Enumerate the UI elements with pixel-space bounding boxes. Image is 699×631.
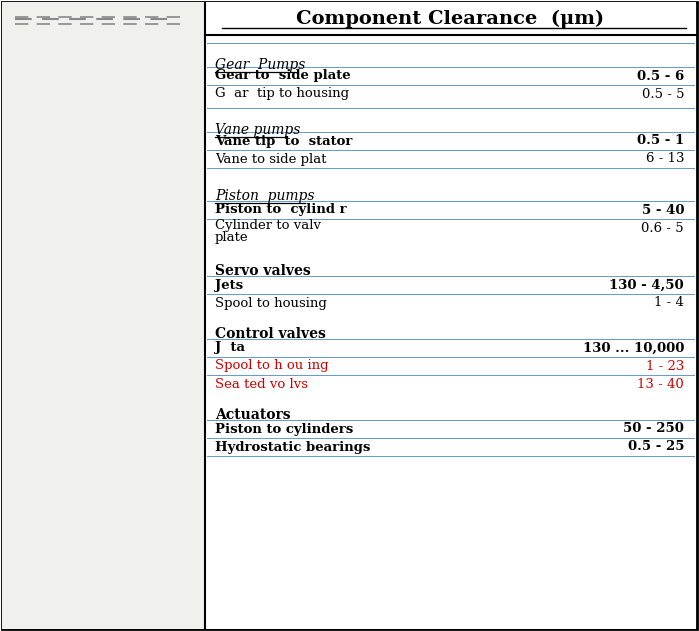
Text: Component Clearance  (μm): Component Clearance (μm) <box>296 10 605 28</box>
Text: Vane pumps: Vane pumps <box>215 123 301 137</box>
Text: Actuators: Actuators <box>215 408 291 422</box>
Text: plate: plate <box>215 230 249 244</box>
Text: Cylinder to valv: Cylinder to valv <box>215 218 321 232</box>
Text: Hydrostatic bearings: Hydrostatic bearings <box>215 440 370 454</box>
Text: 1 - 23: 1 - 23 <box>646 360 684 372</box>
Text: Gear  Pumps: Gear Pumps <box>215 58 305 72</box>
Text: Control valves: Control valves <box>215 327 326 341</box>
Text: 5 - 40: 5 - 40 <box>642 204 684 216</box>
Text: Piston  pumps: Piston pumps <box>215 189 315 203</box>
Text: 0.5 - 25: 0.5 - 25 <box>628 440 684 454</box>
Text: 130 - 4,50: 130 - 4,50 <box>610 278 684 292</box>
Text: Vane tip  to  stator: Vane tip to stator <box>215 134 352 148</box>
Text: 0.6 - 5: 0.6 - 5 <box>642 221 684 235</box>
Text: Piston to  cylind r: Piston to cylind r <box>215 204 347 216</box>
Text: 0.5 - 5: 0.5 - 5 <box>642 88 684 100</box>
Text: Spool to housing: Spool to housing <box>215 297 327 309</box>
Text: Sea ted vo lvs: Sea ted vo lvs <box>215 377 308 391</box>
Text: 130 ... 10,000: 130 ... 10,000 <box>583 341 684 355</box>
Text: Jets: Jets <box>215 278 243 292</box>
Text: Piston to cylinders: Piston to cylinders <box>215 423 353 435</box>
Text: J  ta: J ta <box>215 341 245 355</box>
Text: Vane to side plat: Vane to side plat <box>215 153 326 165</box>
Text: Gear to  side plate: Gear to side plate <box>215 69 351 83</box>
Text: Servo valves: Servo valves <box>215 264 311 278</box>
Text: 1 - 4: 1 - 4 <box>654 297 684 309</box>
Bar <box>205 2 696 629</box>
Text: 50 - 250: 50 - 250 <box>623 423 684 435</box>
Text: Spool to h ou ing: Spool to h ou ing <box>215 360 329 372</box>
Bar <box>2 2 205 629</box>
Text: 13 - 40: 13 - 40 <box>637 377 684 391</box>
Text: 6 - 13: 6 - 13 <box>645 153 684 165</box>
Text: G  ar  tip to housing: G ar tip to housing <box>215 88 349 100</box>
Text: 0.5 - 1: 0.5 - 1 <box>637 134 684 148</box>
Text: 0.5 - 6: 0.5 - 6 <box>637 69 684 83</box>
